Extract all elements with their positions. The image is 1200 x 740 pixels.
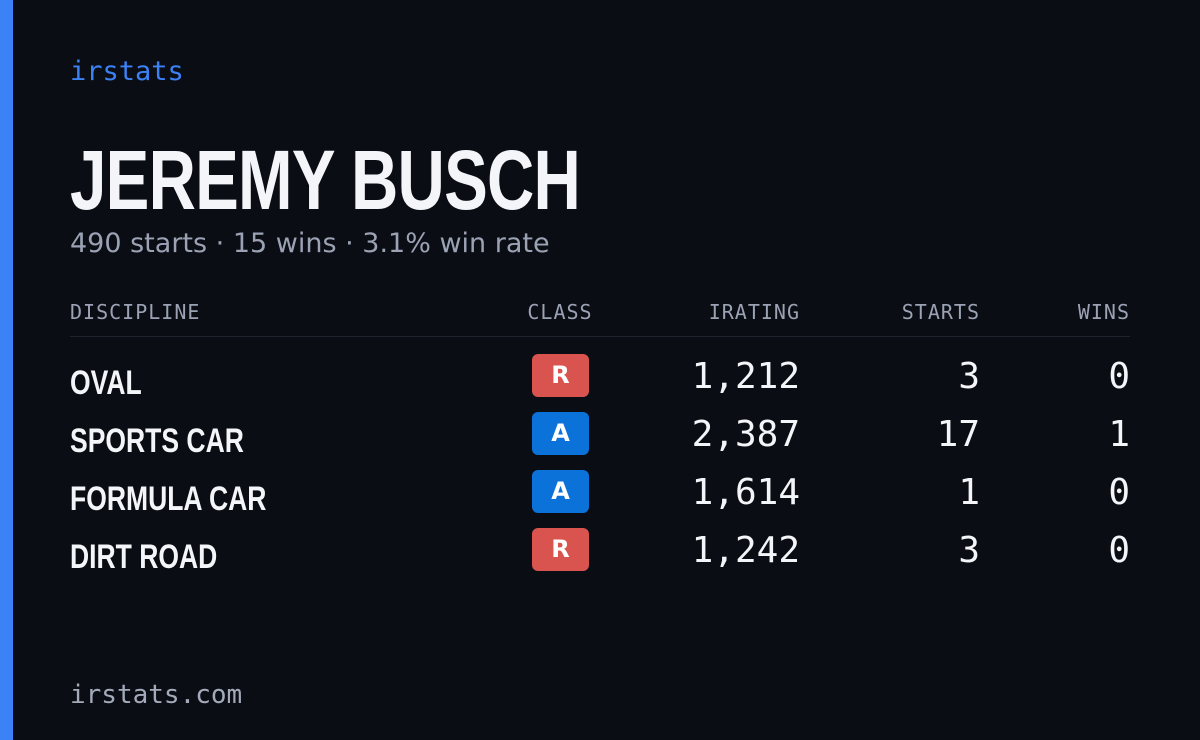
driver-summary: 490 starts · 15 wins · 3.1% win rate bbox=[70, 228, 550, 259]
starts-value: 3 bbox=[958, 356, 980, 397]
column-header: CLASS bbox=[527, 300, 593, 324]
class-badge: R bbox=[532, 528, 589, 571]
wins-value: 0 bbox=[1108, 472, 1130, 513]
brand: irstats bbox=[70, 56, 184, 87]
starts-value: 1 bbox=[958, 472, 980, 513]
wins-value: 0 bbox=[1108, 356, 1130, 397]
discipline: SPORTS CAR bbox=[70, 422, 244, 460]
starts-value: 17 bbox=[936, 414, 980, 455]
column-header: WINS bbox=[1077, 300, 1130, 324]
discipline: DIRT ROAD bbox=[70, 538, 218, 576]
irating-value: 1,242 bbox=[691, 530, 800, 571]
accent-bar bbox=[0, 0, 13, 740]
column-header: STARTS bbox=[901, 300, 980, 324]
wins-value: 0 bbox=[1108, 530, 1130, 571]
footer: irstats.com bbox=[70, 680, 243, 710]
header-rule bbox=[70, 336, 1130, 337]
discipline: FORMULA CAR bbox=[70, 480, 267, 518]
wins-value: 1 bbox=[1108, 414, 1130, 455]
class-badge: R bbox=[532, 354, 589, 397]
irating-value: 2,387 bbox=[691, 414, 800, 455]
irating-value: 1,212 bbox=[691, 356, 800, 397]
discipline: OVAL bbox=[70, 364, 142, 402]
class-badge: A bbox=[532, 412, 589, 455]
column-header: DISCIPLINE bbox=[70, 300, 201, 324]
column-header: IRATING bbox=[708, 300, 800, 324]
starts-value: 3 bbox=[958, 530, 980, 571]
driver-name: JEREMY BUSCH bbox=[70, 133, 581, 227]
class-badge: A bbox=[532, 470, 589, 513]
irating-value: 1,614 bbox=[691, 472, 800, 513]
